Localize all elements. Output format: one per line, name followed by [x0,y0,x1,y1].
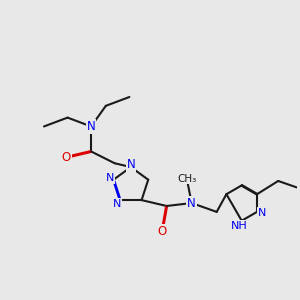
Text: N: N [187,196,196,209]
Text: O: O [158,224,167,238]
Text: N: N [127,158,135,171]
Text: NH: NH [230,221,247,231]
Text: N: N [106,173,114,183]
Text: O: O [61,151,71,164]
Text: CH₃: CH₃ [178,174,197,184]
Text: N: N [113,199,122,208]
Text: N: N [87,120,95,133]
Text: N: N [258,208,266,218]
